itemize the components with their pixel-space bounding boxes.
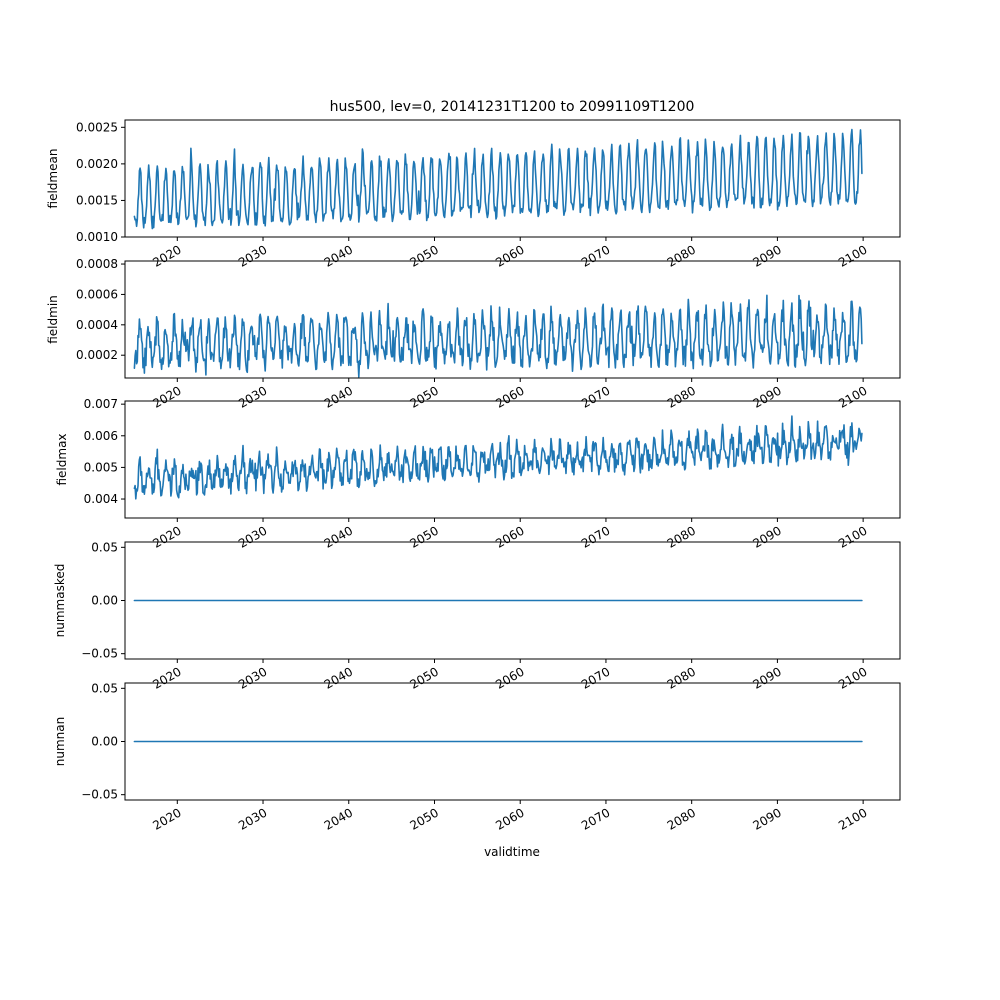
- y-tick-label-fieldmin: 0.0008: [76, 257, 118, 271]
- axes-frame-fieldmin: [124, 260, 901, 379]
- y-axis-label-fieldmax: fieldmax: [55, 433, 69, 485]
- y-tick-label-numnan: −0.05: [81, 788, 118, 802]
- axes-frame-fieldmax: [124, 400, 901, 519]
- y-tick-label-numnan: 0.00: [91, 735, 118, 749]
- chart-title: hus500, lev=0, 20141231T1200 to 20991109…: [330, 99, 695, 115]
- y-tick-label-fieldmin: 0.0004: [76, 318, 118, 332]
- y-tick-label-fieldmin: 0.0002: [76, 348, 118, 362]
- y-axis-label-nummasked: nummasked: [53, 564, 67, 638]
- y-axis-label-fieldmean: fieldmean: [46, 149, 60, 209]
- series-line-fieldmax: [133, 415, 863, 500]
- y-tick-label-fieldmean: 0.0010: [76, 230, 118, 244]
- x-axis-label: validtime: [484, 845, 540, 859]
- axes-frame-fieldmean: [124, 119, 901, 238]
- series-line-fieldmin: [133, 294, 863, 378]
- y-tick-label-nummasked: 0.00: [91, 594, 118, 608]
- y-tick-label-numnan: 0.05: [91, 681, 118, 695]
- y-tick-label-fieldmax: 0.007: [84, 397, 118, 411]
- y-tick-label-fieldmean: 0.0015: [76, 193, 118, 207]
- series-line-fieldmean: [133, 128, 863, 230]
- y-tick-label-nummasked: −0.05: [81, 647, 118, 661]
- y-tick-label-fieldmin: 0.0006: [76, 287, 118, 301]
- y-tick-label-nummasked: 0.05: [91, 540, 118, 554]
- y-tick-label-fieldmax: 0.006: [84, 429, 118, 443]
- y-tick-label-fieldmean: 0.0025: [76, 120, 118, 134]
- y-axis-label-numnan: numnan: [53, 717, 67, 766]
- y-tick-label-fieldmean: 0.0020: [76, 157, 118, 171]
- y-tick-label-fieldmax: 0.004: [84, 492, 118, 506]
- y-axis-label-fieldmin: fieldmin: [46, 295, 60, 344]
- y-tick-label-fieldmax: 0.005: [84, 460, 118, 474]
